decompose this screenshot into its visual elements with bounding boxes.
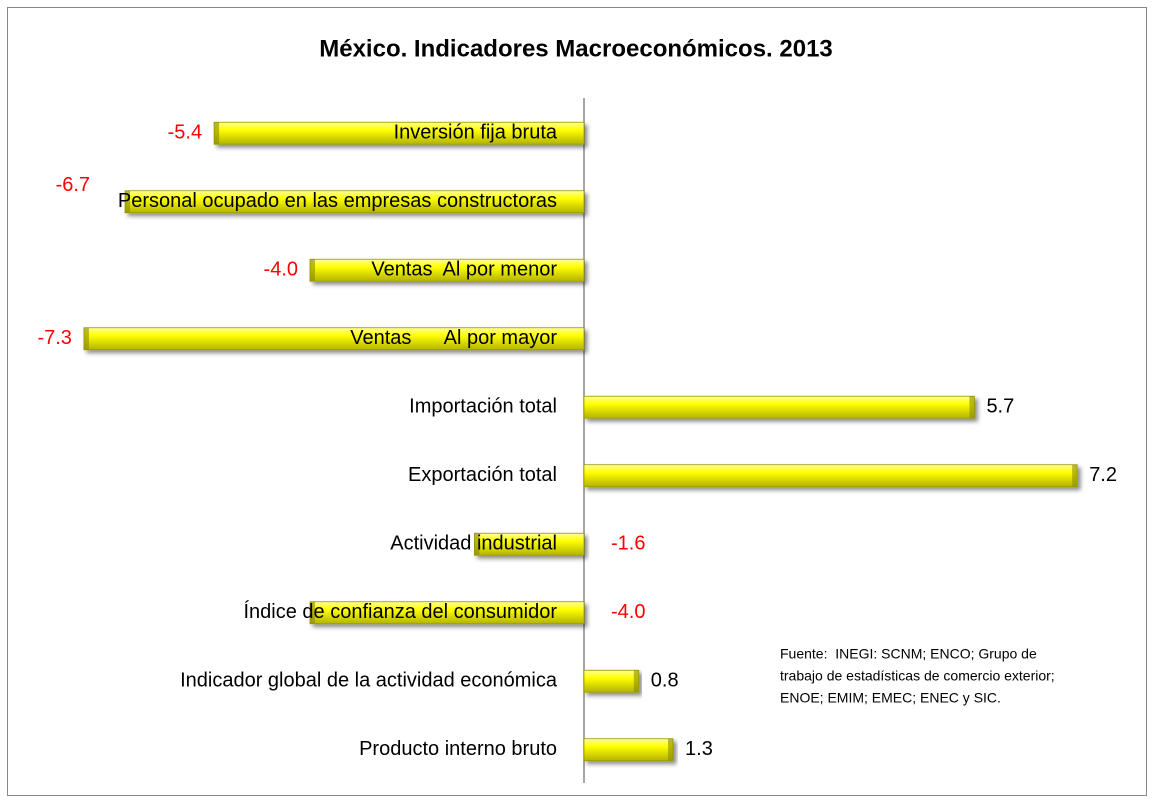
- bar-cap: [125, 190, 131, 213]
- value-label: -1.6: [611, 533, 645, 555]
- category-label: Actividad industrial: [390, 533, 557, 555]
- category-label: Exportación total: [408, 464, 557, 486]
- bar-cap: [1072, 464, 1078, 487]
- value-label: -6.7: [56, 174, 90, 196]
- bar: [583, 464, 1078, 488]
- bar-cap: [969, 396, 975, 419]
- bar-cap: [310, 259, 315, 282]
- category-label: Ventas Al por mayor: [350, 327, 557, 349]
- value-label: 1.3: [685, 738, 713, 760]
- value-label: -4.0: [264, 259, 298, 281]
- category-label: Producto interno bruto: [359, 738, 557, 760]
- chart-title: México. Indicadores Macroeconómicos. 201…: [319, 35, 833, 62]
- category-label: Índice de confianza del consumidor: [243, 600, 557, 623]
- bar-cap: [668, 738, 674, 761]
- value-label: 5.7: [986, 396, 1014, 418]
- value-label: -5.4: [168, 122, 202, 144]
- bar-cap: [474, 533, 480, 556]
- category-label: Inversión fija bruta: [394, 122, 558, 144]
- category-label: Personal ocupado en las empresas constru…: [118, 190, 557, 212]
- value-label: 0.8: [651, 670, 679, 692]
- value-label: -7.3: [37, 327, 71, 349]
- bar-cap: [633, 670, 639, 693]
- bar: [583, 395, 975, 419]
- bar-cap: [83, 327, 89, 350]
- bar-cap: [310, 601, 315, 624]
- bar-cap: [214, 122, 220, 145]
- source-note: trabajo de estadísticas de comercio exte…: [780, 668, 1055, 684]
- source-note: ENOE; EMIM; EMEC; ENEC y SIC.: [780, 690, 1001, 706]
- category-label: Importación total: [409, 396, 557, 418]
- category-label: Ventas Al por menor: [371, 259, 557, 281]
- source-note: Fuente: INEGI: SCNM; ENCO; Grupo de: [780, 646, 1037, 662]
- bar: [583, 669, 640, 693]
- category-label: Indicador global de la actividad económi…: [180, 670, 558, 692]
- value-label: -4.0: [611, 601, 645, 623]
- bar: [583, 738, 674, 762]
- value-label: 7.2: [1089, 464, 1117, 486]
